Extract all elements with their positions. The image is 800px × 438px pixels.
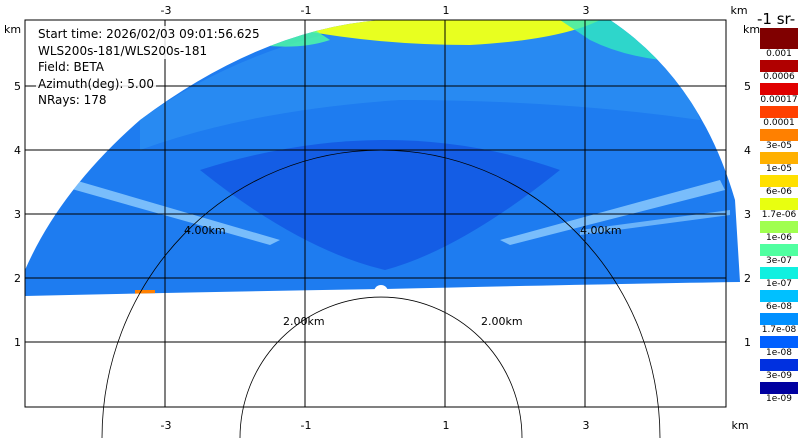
colorbar-label: 3e-07 [760,256,798,267]
azimuth: Azimuth(deg): 5.00 [36,76,156,93]
colorbar-label: 3e-09 [760,371,798,382]
range-ring-label: 2.00km [283,315,325,328]
x-tick-bottom: 1 [443,419,450,432]
y-tick-right: 4 [744,144,751,157]
nrays: NRays: 178 [36,92,109,109]
x-unit-bottom: km [731,419,748,432]
y-unit-left: km [4,23,21,36]
x-tick-top: -3 [161,4,172,17]
colorbar-label: 0.00017 [760,95,798,106]
y-tick-left: 5 [14,80,21,93]
colorbar-label: 1.7e-08 [760,325,798,336]
x-tick-bottom: 3 [583,419,590,432]
x-unit-top: km [730,4,747,17]
y-tick-left: 2 [14,272,21,285]
y-tick-left: 4 [14,144,21,157]
x-tick-bottom: -3 [161,419,172,432]
y-tick-left: 1 [14,336,21,349]
colorbar-label: 3e-05 [760,141,798,152]
start-time: Start time: 2026/02/03 09:01:56.625 [36,26,262,43]
y-tick-right: 1 [744,336,751,349]
x-tick-bottom: -1 [301,419,312,432]
colorbar-label: 1e-08 [760,348,798,359]
x-tick-top: 3 [583,4,590,17]
colorbar-title: -1 sr- [757,10,795,28]
y-tick-right: 2 [744,272,751,285]
info-box: Start time: 2026/02/03 09:01:56.625 WLS2… [36,26,262,109]
field-name: Field: BETA [36,59,106,76]
range-ring-label: 4.00km [184,224,226,237]
colorbar-label: 1.7e-06 [760,210,798,221]
colorbar-label: 1e-09 [760,394,798,405]
colorbar-label: 0.0001 [760,118,798,129]
colorbar-label: 0.0006 [760,72,798,83]
instrument-name: WLS200s-181/WLS200s-181 [36,43,209,60]
x-tick-top: 1 [443,4,450,17]
colorbar-label: 1e-07 [760,279,798,290]
range-ring-label: 2.00km [481,315,523,328]
colorbar-label: 6e-08 [760,302,798,313]
y-tick-right: 5 [744,80,751,93]
colorbar-label: 0.001 [760,49,798,60]
x-tick-top: -1 [301,4,312,17]
range-ring-label: 4.00km [580,224,622,237]
y-tick-right: 3 [744,208,751,221]
colorbar-label: 1e-05 [760,164,798,175]
colorbar-label: 6e-06 [760,187,798,198]
colorbar-label: 1e-06 [760,233,798,244]
y-tick-left: 3 [14,208,21,221]
